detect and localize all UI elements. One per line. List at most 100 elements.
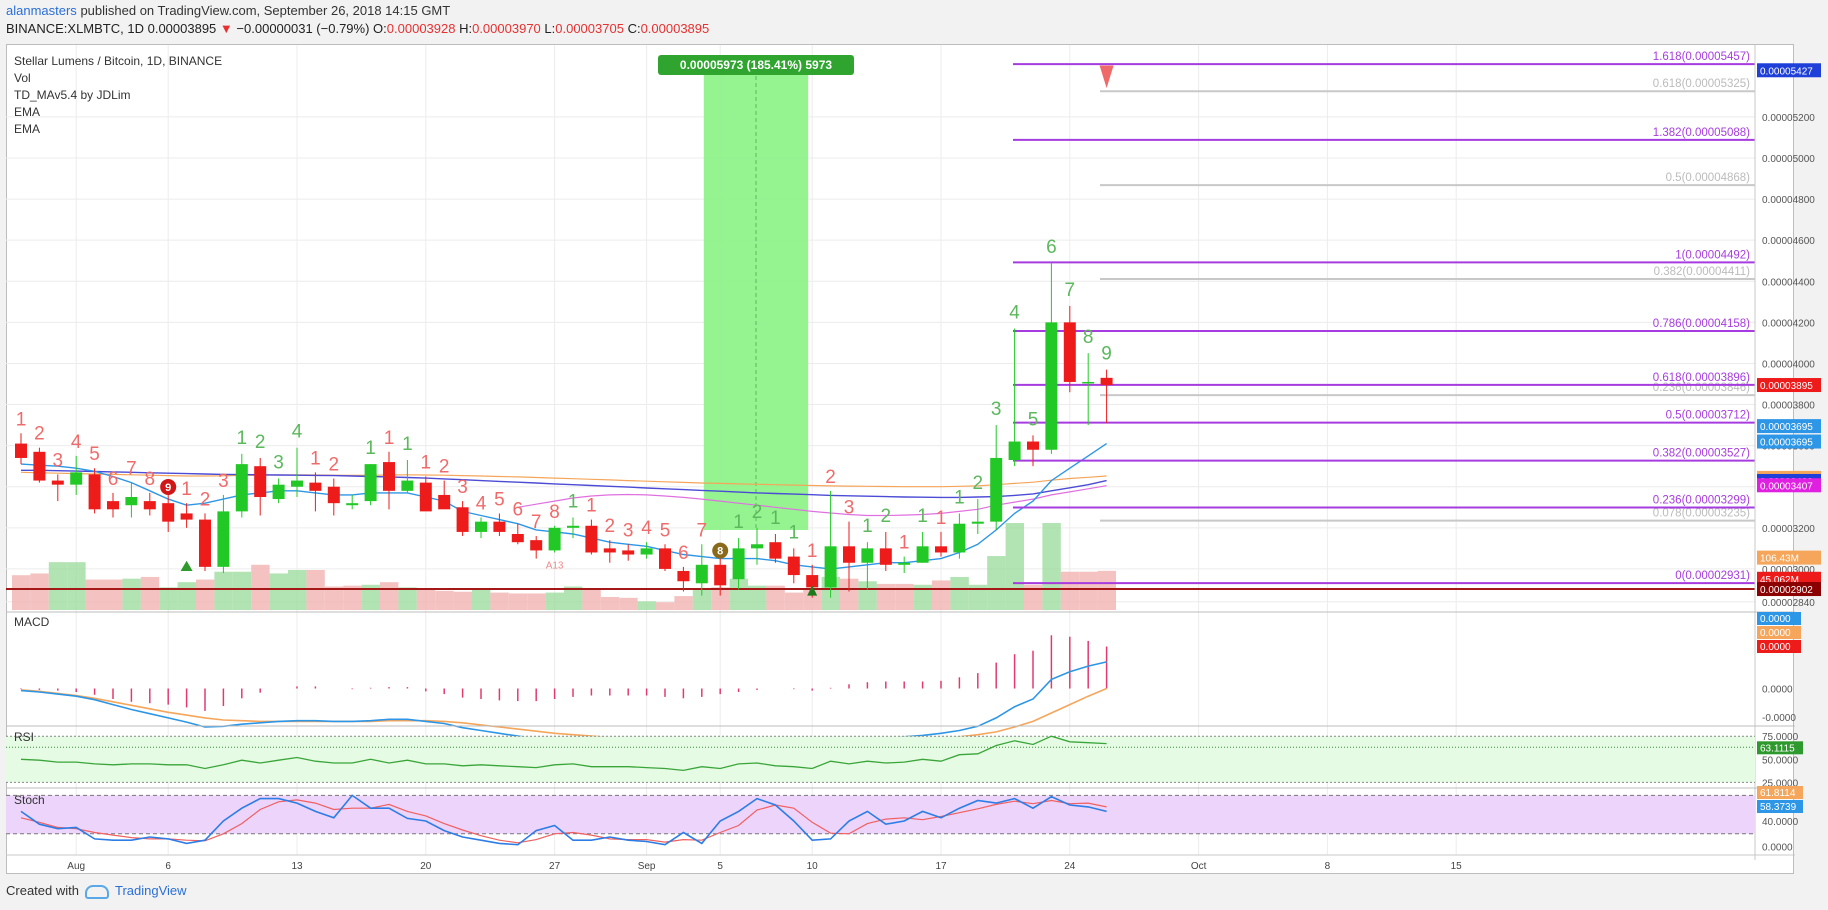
rsi-band: [6, 736, 1755, 783]
candle-body: [162, 503, 175, 522]
x-tick-label: 6: [165, 861, 171, 872]
candle-body: [567, 525, 579, 528]
legend-ema-1[interactable]: EMA: [14, 105, 41, 119]
candle-body: [51, 480, 64, 485]
candle-body: [714, 564, 727, 586]
volume-bar: [987, 556, 1006, 610]
buy-arrow-icon: [180, 560, 193, 571]
high-label: H:: [459, 21, 473, 36]
td-count: 2: [881, 506, 892, 527]
candle-body: [916, 546, 929, 563]
created-with: Created with: [6, 883, 79, 898]
td-count: 6: [678, 543, 689, 564]
candle-body: [70, 472, 83, 485]
macd-tick: 0.0000: [1762, 685, 1793, 696]
volume-bar: [196, 579, 215, 610]
y-tick-label: 0.00004000: [1762, 359, 1815, 370]
price-tag-box: [1757, 63, 1821, 78]
candle-body: [732, 548, 745, 580]
volume-bar: [895, 583, 914, 610]
td-count: 3: [273, 453, 284, 474]
rsi-tick: 75.0000: [1762, 732, 1799, 743]
fib-label: 0.5(0.00003712): [1666, 410, 1751, 422]
td-count: 2: [439, 457, 450, 478]
volume-bar: [968, 584, 988, 610]
candle-body: [180, 513, 193, 520]
candle-body: [585, 525, 598, 553]
candle-body: [751, 544, 763, 549]
td-count: 5: [660, 520, 671, 541]
ohlc-header: BINANCE:XLMBTC, 1D 0.00003895 ▼ −0.00000…: [6, 21, 709, 36]
volume-bar: [12, 575, 31, 610]
down-triangle-icon: ▼: [219, 21, 233, 36]
volume-bar: [435, 590, 454, 610]
candle-body: [475, 521, 487, 532]
td-marker-circle: [712, 542, 729, 559]
td-count: 2: [34, 424, 45, 445]
measure-label: 0.00005973 (185.41%) 5973: [680, 58, 832, 72]
volume-bar: [48, 562, 68, 610]
volume-bar: [104, 579, 123, 610]
td-count: 1: [421, 452, 432, 473]
td-count: 1: [568, 492, 579, 513]
candle-body: [677, 570, 690, 582]
legend-title: Stellar Lumens / Bitcoin, 1D, BINANCE: [14, 54, 223, 68]
td-count: 8: [549, 502, 560, 523]
td-count: 8: [145, 469, 156, 490]
chart-container[interactable]: [6, 44, 1794, 874]
volume-bar: [840, 578, 859, 610]
td-count: 3: [53, 450, 64, 471]
x-tick-label: 17: [935, 861, 947, 872]
volume-bar: [637, 601, 656, 610]
volume-bar: [159, 587, 178, 610]
candle-body: [309, 482, 322, 491]
volume-bar: [1097, 570, 1116, 610]
author-link[interactable]: alanmasters: [6, 3, 77, 18]
td-count: 2: [605, 516, 616, 537]
x-tick-label: 8: [1325, 861, 1331, 872]
price-tag-text: 0.00002902: [1760, 585, 1813, 596]
candle-body: [199, 519, 211, 567]
macd-label: MACD: [14, 615, 50, 629]
price-tag-text: 0.00003407: [1760, 481, 1813, 492]
candle-body: [935, 546, 947, 553]
candle-body: [327, 486, 340, 504]
x-tick-label: 10: [807, 861, 819, 872]
candle-body: [659, 548, 671, 569]
y-tick-label: 0.00003200: [1762, 524, 1815, 535]
td-count: 4: [1009, 303, 1020, 324]
low-label: L:: [544, 21, 556, 36]
td-count: 2: [825, 467, 836, 488]
candle-body: [843, 546, 855, 563]
legend-ema-2[interactable]: EMA: [14, 122, 41, 136]
legend-td[interactable]: TD_MAv5.4 by JDLim: [14, 88, 131, 102]
td-count: 2: [973, 473, 984, 494]
volume-bar: [398, 587, 417, 610]
ema-slow-line: [21, 469, 1107, 499]
stoch-band: [6, 795, 1755, 834]
candle-body: [861, 548, 874, 563]
ema-orange-line: [20, 471, 1107, 488]
candle-body: [143, 501, 156, 510]
volume-bar: [251, 564, 270, 610]
td-count: 7: [1065, 280, 1076, 301]
volume-bar: [527, 593, 546, 610]
fib-label: 1.618(0.00005457): [1653, 51, 1750, 63]
tradingview-link[interactable]: TradingView: [114, 883, 187, 898]
publish-info: alanmasters published on TradingView.com…: [6, 3, 450, 18]
volume-bar: [619, 597, 638, 610]
fib-label: 1(0.00004492): [1675, 249, 1750, 261]
x-tick-label: 20: [420, 861, 432, 872]
fib-gray-label: 0.078(0.00003235): [1653, 508, 1750, 520]
candle-body: [1100, 377, 1113, 386]
td-count: 1: [954, 487, 965, 508]
sell-arrow-icon: [1099, 65, 1114, 89]
candle-body: [1063, 322, 1076, 382]
legend-vol[interactable]: Vol: [14, 71, 31, 85]
volume-bar: [784, 592, 804, 610]
indicator-legend: Stellar Lumens / Bitcoin, 1D, BINANCE Vo…: [14, 53, 222, 138]
price-tag-text: 106.43M: [1760, 554, 1799, 565]
volume-bar: [1042, 523, 1061, 610]
close-value: 0.00003895: [640, 21, 710, 36]
